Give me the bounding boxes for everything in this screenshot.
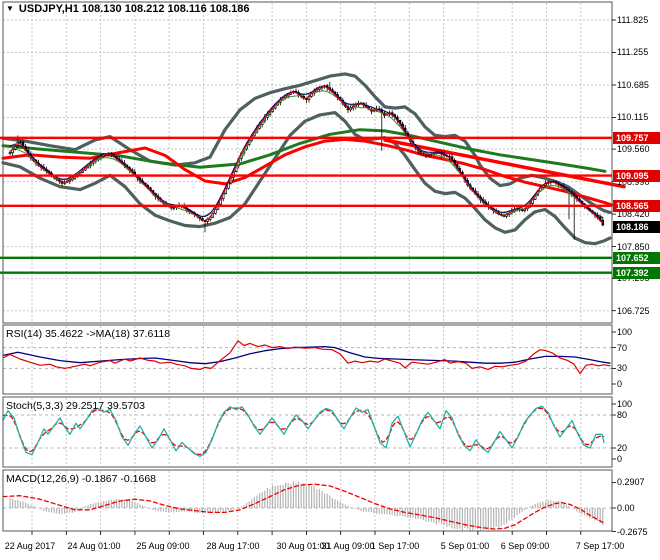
panel-border-3 [2, 469, 613, 532]
ma-red-line [1, 137, 614, 207]
panel-border-0 [2, 1, 613, 324]
fast-ma-red-line [9, 86, 604, 224]
macd-signal-line [2, 483, 605, 530]
rsi-ma-line [2, 345, 611, 365]
panel-border-2 [2, 396, 613, 468]
panel-border-1 [2, 324, 613, 395]
ma-green-line [1, 128, 607, 173]
stoch-signal-line [2, 407, 605, 456]
descending-trendline [383, 138, 626, 189]
stoch-main-line [2, 405, 605, 457]
rsi-line [2, 340, 611, 375]
